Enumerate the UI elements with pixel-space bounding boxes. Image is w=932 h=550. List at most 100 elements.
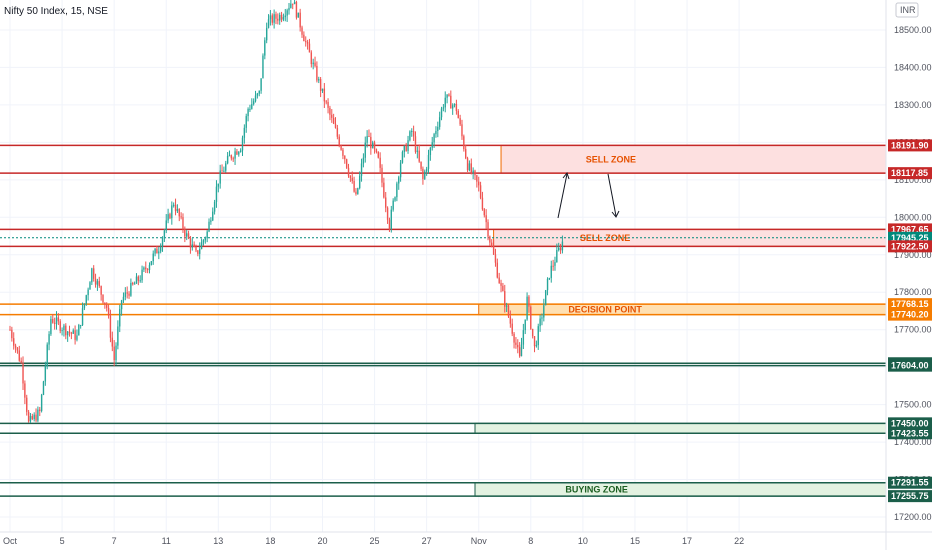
candle-body: [258, 90, 260, 94]
candle-body: [375, 149, 378, 153]
candle-body: [111, 337, 113, 347]
candle-body: [366, 136, 368, 143]
candle-body: [297, 12, 299, 18]
candle-body: [234, 151, 236, 159]
time-tick-label: 22: [734, 536, 744, 546]
candle-body: [295, 1, 298, 18]
candle-body: [505, 305, 508, 307]
price-badges: 18191.90 18117.85 17967.6517945.2517922.50…: [888, 139, 932, 503]
candle-body: [364, 142, 366, 158]
candle-body: [303, 34, 305, 42]
candle-body: [228, 155, 231, 157]
candle-body: [498, 277, 500, 284]
candle-body: [492, 246, 495, 255]
price-badge: [888, 359, 932, 372]
candle-body: [394, 197, 396, 201]
candle-body: [148, 265, 151, 270]
candle-body: [558, 247, 560, 251]
candle-body: [358, 175, 361, 189]
candle-body: [338, 136, 340, 146]
candle-body: [74, 330, 76, 340]
candle-body: [14, 345, 17, 348]
candle-body: [323, 88, 326, 102]
time-tick-label: 20: [317, 536, 327, 546]
time-axis[interactable]: Oct 5 7 11 13 18 20 25 27 Nov 8 10 15 17 22: [3, 536, 744, 546]
candle-body: [172, 204, 175, 206]
candle-body: [122, 296, 125, 301]
candle-body: [195, 246, 197, 251]
candle-body: [200, 242, 203, 249]
candle-body: [223, 170, 225, 172]
candle-body: [55, 317, 58, 324]
candle-body: [83, 303, 86, 309]
candle-body: [117, 326, 119, 346]
candle-body: [398, 177, 400, 184]
candle-body: [72, 330, 74, 334]
candle-body: [16, 347, 19, 351]
candle-body: [509, 316, 512, 324]
candle-body: [22, 362, 24, 384]
candle-body: [53, 322, 56, 324]
candle-body: [472, 170, 474, 173]
candle-body: [252, 101, 255, 105]
candle-body: [226, 156, 229, 164]
candle-body: [44, 366, 47, 382]
candle-body: [318, 79, 320, 81]
candle-body: [319, 79, 322, 91]
candle-body: [392, 200, 394, 210]
candle-body: [9, 329, 11, 331]
candle-body: [42, 381, 45, 395]
candle-body: [176, 209, 179, 212]
candle-body: [455, 103, 458, 112]
candle-body: [459, 118, 461, 125]
candle-body: [383, 182, 385, 198]
candle-body: [94, 278, 97, 285]
time-tick-label: 5: [60, 536, 65, 546]
candle-body: [230, 155, 233, 159]
candle-body: [182, 217, 184, 230]
candle-body: [85, 295, 87, 304]
price-badge: [888, 308, 932, 321]
candle-body: [496, 262, 499, 278]
candle-body: [414, 136, 417, 152]
candle-body: [100, 286, 102, 295]
price-badge-label: 17922.50: [891, 241, 929, 251]
candle-body: [107, 307, 110, 316]
candle-body: [189, 238, 192, 248]
candle-body: [345, 159, 348, 168]
candle-body: [448, 94, 450, 96]
price-tick-label: 17800.00: [894, 287, 932, 297]
candle-body: [135, 276, 138, 284]
candle-body: [161, 237, 164, 247]
candle-body: [305, 41, 307, 43]
candle-body: [96, 281, 99, 285]
candle-body: [399, 162, 402, 178]
candle-body: [180, 216, 182, 218]
candle-body: [137, 276, 140, 281]
candle-body: [504, 291, 506, 307]
candle-body: [334, 123, 337, 128]
candle-body: [554, 262, 556, 266]
candle-body: [531, 328, 534, 337]
zone-label: DECISION POINT: [568, 304, 642, 314]
annotation-arrows: [557, 171, 620, 219]
candle-body: [390, 209, 392, 230]
candle-body: [156, 248, 158, 254]
candle-body: [254, 95, 257, 102]
candle-body: [451, 105, 454, 109]
candle-body: [351, 177, 353, 182]
candle-body: [146, 269, 149, 271]
candle-body: [537, 326, 539, 346]
candle-body: [163, 230, 166, 238]
candle-body: [470, 163, 472, 173]
candle-body: [438, 117, 441, 127]
candle-body: [152, 253, 154, 262]
candle-body: [437, 126, 439, 131]
candle-body: [165, 220, 167, 231]
candle-body: [48, 334, 50, 345]
price-badge-label: 18117.85: [891, 168, 928, 178]
candle-body: [329, 107, 331, 115]
currency-badge[interactable]: [895, 2, 919, 18]
candle-body: [543, 305, 545, 318]
